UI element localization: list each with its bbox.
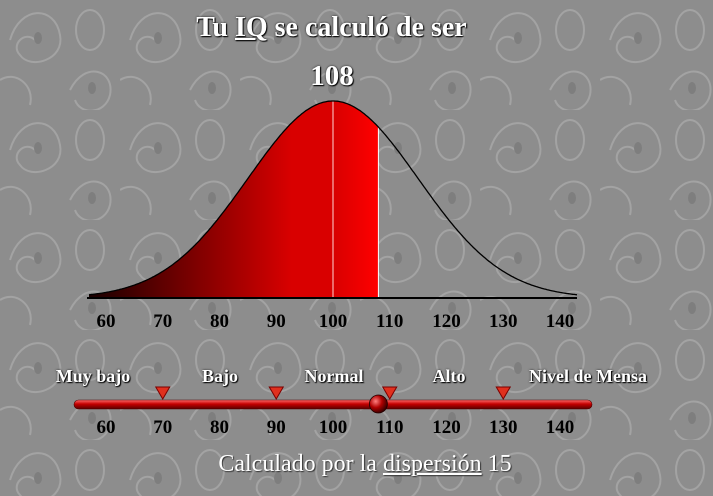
x-tick-label: 130 xyxy=(489,311,518,332)
category-label: Alto xyxy=(432,366,466,386)
filled-area xyxy=(89,101,379,298)
scale-tick-label: 130 xyxy=(489,417,518,438)
category-boundary-marker xyxy=(381,386,398,400)
dispersion-link[interactable]: dispersión xyxy=(382,451,482,477)
page-title: Tu IQ se calculó de ser xyxy=(196,12,467,43)
scale-tick-label: 100 xyxy=(319,417,348,438)
category-boundary-marker xyxy=(268,386,285,400)
iq-score: 108 xyxy=(310,60,354,92)
x-tick-label: 110 xyxy=(376,311,403,332)
x-tick-label: 140 xyxy=(546,311,575,332)
scale-tick-label: 120 xyxy=(432,417,461,438)
iq-position-knob[interactable] xyxy=(368,394,388,414)
x-tick-label: 80 xyxy=(210,311,229,332)
category-label: Bajo xyxy=(202,366,238,386)
distribution-curve xyxy=(88,100,578,296)
scale-tick-label: 110 xyxy=(376,417,403,438)
scale-tick-label: 140 xyxy=(546,417,575,438)
x-tick-label: 60 xyxy=(97,311,116,332)
x-tick-label: 90 xyxy=(267,311,286,332)
x-tick-label: 120 xyxy=(432,311,461,332)
iq-link[interactable]: IQ xyxy=(234,12,268,43)
footer-text: Calculado por la dispersión 15 xyxy=(218,451,512,477)
category-label: Nivel de Mensa xyxy=(529,366,647,386)
scale-tick-label: 80 xyxy=(210,417,229,438)
x-tick-label: 70 xyxy=(153,311,172,332)
scale-tick-label: 60 xyxy=(97,417,116,438)
iq-scale-track xyxy=(73,399,593,410)
x-tick-label: 100 xyxy=(319,311,348,332)
category-label: Muy bajo xyxy=(55,366,131,386)
scale-tick-label: 70 xyxy=(153,417,172,438)
scale-tick-label: 90 xyxy=(267,417,286,438)
category-label: Normal xyxy=(304,366,364,386)
category-boundary-marker xyxy=(154,386,171,400)
category-boundary-marker xyxy=(495,386,512,400)
